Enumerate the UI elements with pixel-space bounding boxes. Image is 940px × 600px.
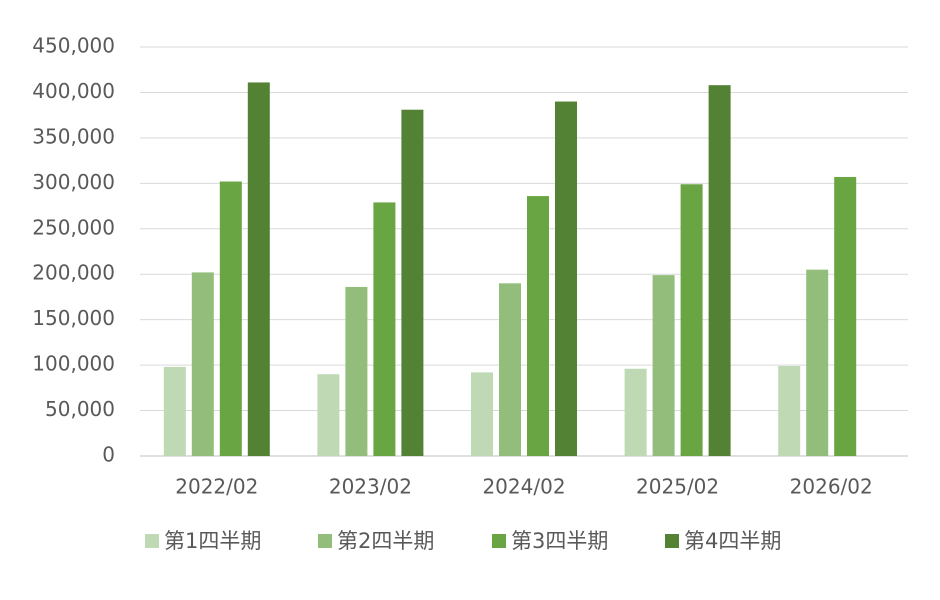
bar: [373, 202, 396, 456]
y-tick-label: 450,000: [32, 34, 115, 58]
y-tick-label: 250,000: [32, 215, 115, 239]
bar: [708, 85, 731, 456]
bar: [247, 82, 270, 457]
bar: [163, 366, 186, 456]
bar: [806, 269, 829, 456]
x-tick-label: 2023/02: [329, 475, 412, 499]
y-tick-label: 200,000: [32, 261, 115, 285]
y-tick-label: 400,000: [32, 79, 115, 103]
bar: [219, 181, 242, 456]
bar: [555, 101, 577, 457]
y-tick-label: 100,000: [32, 352, 115, 376]
bar: [624, 368, 647, 456]
legend-swatch: [318, 534, 332, 548]
bar: [499, 283, 521, 456]
y-tick-label: 150,000: [32, 306, 115, 330]
bar: [401, 109, 424, 457]
y-tick-label: 50,000: [45, 397, 115, 421]
bar: [345, 286, 368, 456]
x-tick-label: 2022/02: [175, 475, 258, 499]
bar: [680, 184, 703, 456]
bar: [317, 374, 340, 456]
legend-label: 第1四半期: [164, 529, 261, 553]
y-tick-label: 300,000: [32, 170, 115, 194]
y-tick-label: 350,000: [32, 124, 115, 148]
bar: [191, 272, 214, 456]
bar: [471, 372, 493, 456]
bar: [834, 176, 857, 456]
legend-swatch: [492, 534, 506, 548]
x-tick-label: 2025/02: [636, 475, 719, 499]
y-tick-label: 0: [102, 443, 115, 467]
bar: [652, 275, 675, 456]
legend-label: 第3四半期: [511, 529, 608, 553]
x-tick-label: 2026/02: [790, 475, 873, 499]
legend-swatch: [665, 534, 679, 548]
legend-label: 第4四半期: [684, 529, 781, 553]
legend-label: 第2四半期: [337, 529, 434, 553]
x-tick-label: 2024/02: [482, 475, 565, 499]
bar: [778, 366, 801, 456]
bar: [527, 196, 549, 456]
legend-swatch: [145, 534, 159, 548]
